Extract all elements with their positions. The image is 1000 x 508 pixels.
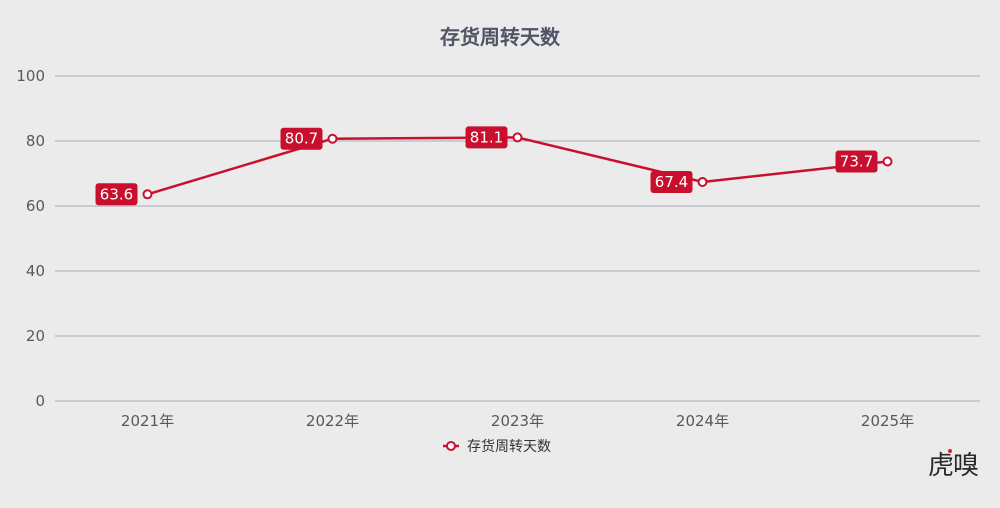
data-labels: 63.6 80.7 81.1 67.4 73.7 [95, 126, 878, 206]
data-label: 67.4 [655, 173, 688, 191]
series-group [142, 132, 893, 200]
x-tick-label: 2021年 [121, 412, 174, 430]
data-label: 80.7 [285, 130, 318, 148]
legend-label: 存货周转天数 [467, 438, 551, 455]
data-label-box [650, 170, 693, 193]
data-point [697, 176, 708, 187]
x-tick-label: 2022年 [306, 412, 359, 430]
data-label-box [95, 183, 138, 206]
data-label: 63.6 [100, 185, 133, 203]
data-point [882, 156, 893, 167]
y-tick-label: 0 [35, 392, 45, 410]
brand-watermark-logo: 虎嗅 [927, 445, 979, 482]
y-tick-label: 80 [26, 132, 45, 150]
data-point [142, 189, 153, 200]
y-tick-label: 100 [16, 67, 45, 85]
data-label: 73.7 [840, 152, 873, 170]
series-line [147, 136, 888, 196]
data-label: 81.1 [470, 128, 503, 146]
chart-title: 存货周转天数 [440, 25, 561, 49]
y-tick-label: 20 [26, 327, 45, 345]
legend: 存货周转天数 [443, 438, 551, 455]
x-tick-label: 2023年 [491, 412, 544, 430]
brand-watermark-dot [948, 449, 952, 453]
data-label-box [465, 126, 508, 149]
legend-marker-icon [446, 441, 456, 451]
brand-watermark-text: 虎嗅 [927, 451, 979, 481]
grid-lines [55, 75, 980, 402]
x-tick-label: 2025年 [861, 412, 914, 430]
data-label-box [835, 150, 878, 173]
data-label-box [280, 127, 323, 150]
y-tick-label: 60 [26, 197, 45, 215]
x-tick-label: 2024年 [676, 412, 729, 430]
data-point [512, 132, 523, 143]
x-axis-tick-labels: 2021年 2022年 2023年 2024年 2025年 [121, 412, 914, 430]
y-axis-tick-labels: 0 20 40 60 80 100 [16, 67, 45, 410]
data-point [327, 133, 338, 144]
y-tick-label: 40 [26, 262, 45, 280]
